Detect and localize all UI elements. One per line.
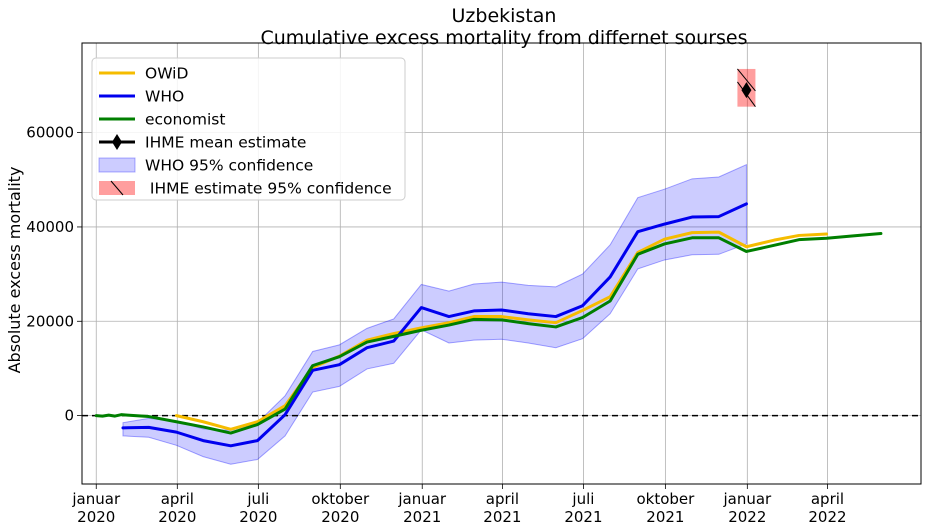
x-axis-ticks: januar2020april2020juli2020oktober2020ja… [71, 484, 847, 526]
legend-hatch-line [110, 180, 124, 196]
x-tick-label: oktober [636, 490, 695, 508]
x-tick-label-year: 2021 [403, 508, 441, 526]
y-tick-label: 60000 [26, 124, 74, 142]
x-tick-label-year: 2021 [646, 508, 684, 526]
x-tick-label: april [486, 490, 519, 508]
legend-swatch-diamond [112, 134, 122, 150]
x-tick-label-year: 2022 [728, 508, 766, 526]
legend-swatch-band [98, 157, 136, 173]
y-tick-label: 0 [64, 407, 74, 425]
series-line-economist [94, 232, 883, 435]
x-tick-label-year: 2021 [564, 508, 602, 526]
legend-label: WHO 95% confidence [145, 157, 313, 175]
x-tick-label-year: 2022 [808, 508, 846, 526]
legend: OWiD WHO economist IHME mean estimate WHO 95… [91, 57, 406, 201]
chart-title: Uzbekistan [452, 5, 557, 27]
x-tick-label: januar [71, 490, 121, 508]
y-axis-label: Absolute excess mortality [5, 167, 24, 374]
ihme-layer [737, 68, 756, 107]
confidence-band-layer [122, 163, 747, 465]
x-tick-label: april [161, 490, 194, 508]
x-tick-label-year: 2020 [77, 508, 115, 526]
x-tick-label-year: 2021 [483, 508, 521, 526]
y-tick-label: 20000 [26, 312, 74, 330]
x-tick-label: juli [246, 490, 269, 508]
legend-label: OWiD [145, 65, 188, 83]
plot-frame [81, 42, 922, 485]
x-tick-label-year: 2020 [239, 508, 277, 526]
grid-layer [82, 43, 921, 484]
legend-label: WHO [145, 88, 184, 106]
x-tick-label: januar [722, 490, 772, 508]
x-tick-label: april [811, 490, 844, 508]
ihme-hatch-line [737, 68, 756, 92]
x-tick-label: januar [397, 490, 447, 508]
x-tick-label: juli [571, 490, 594, 508]
x-tick-label: oktober [311, 490, 370, 508]
series-layer [94, 202, 883, 448]
x-tick-label-year: 2020 [321, 508, 359, 526]
who-confidence-band [122, 163, 747, 465]
legend-label: IHME estimate 95% confidence [145, 180, 392, 198]
chart-subtitle: Cumulative excess mortality from differn… [261, 27, 748, 49]
legend-label: economist [145, 111, 225, 129]
x-tick-label-year: 2020 [158, 508, 196, 526]
y-axis-ticks: 0 20000 40000 60000 [26, 124, 82, 425]
legend-box [91, 57, 406, 201]
legend-label: IHME mean estimate [145, 134, 306, 152]
series-line-owid [174, 230, 829, 431]
y-tick-label: 40000 [26, 218, 74, 236]
series-line-who [121, 202, 748, 448]
ihme-mean-marker [741, 82, 752, 99]
